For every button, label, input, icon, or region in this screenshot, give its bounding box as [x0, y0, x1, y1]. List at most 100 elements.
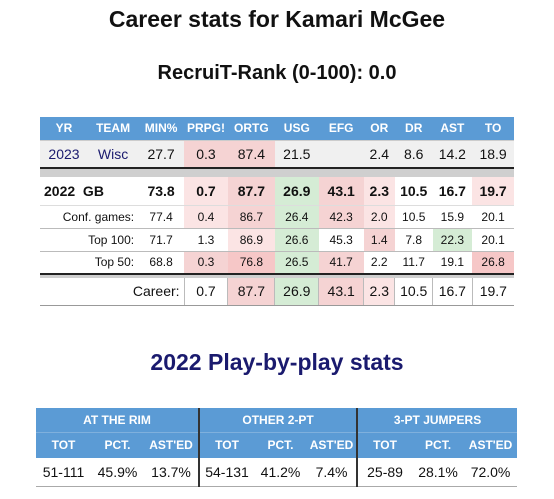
cell-ast: 19.1: [432, 251, 473, 275]
page-title: Career stats for Kamari McGee: [108, 6, 446, 32]
col-rim-tot: TOT: [36, 432, 91, 458]
cell-dr: 8.6: [394, 139, 433, 168]
cell-mid-tot: 54-131: [198, 458, 255, 487]
pbp-group-row: AT THE RIM OTHER 2-PT 3-PT JUMPERS: [36, 408, 518, 433]
table-divider: [40, 273, 514, 278]
col-3pt-pct: PCT.: [412, 432, 465, 458]
cell-yr: 2023: [40, 139, 89, 168]
cell-to: 20.1: [472, 205, 514, 229]
cell-dr: 7.8: [394, 228, 433, 252]
cell-or: 2.3: [363, 278, 395, 306]
col-ortg[interactable]: ORTG: [227, 117, 275, 140]
cell-usg: 26.6: [274, 228, 319, 252]
cell-efg: 45.3: [318, 228, 364, 252]
cell-to: 26.8: [472, 251, 514, 275]
col-rim-pct: PCT.: [91, 432, 144, 458]
group-at-rim: AT THE RIM: [36, 408, 200, 433]
career-header-row: YR TEAM MIN% PRPG! ORTG USG EFG OR DR AS…: [40, 117, 514, 140]
career-label: Career:: [40, 278, 185, 306]
col-mid-pct: PCT.: [254, 432, 308, 458]
cell-prpg: 1.3: [184, 228, 228, 252]
col-mid-asted: AST'ED: [307, 432, 358, 458]
split-row-conf: Conf. games: 77.4 0.4 86.7 26.4 42.3 2.0…: [40, 205, 514, 229]
cell-ast: 22.3: [432, 228, 473, 252]
col-3pt-asted: AST'ED: [464, 432, 518, 458]
group-other-2pt: OTHER 2-PT: [198, 408, 358, 433]
row-2023: 2023 Wisc 27.7 0.3 87.4 21.5 2.4 8.6 14.…: [40, 139, 514, 168]
cell-3pt-asted: 72.0%: [464, 458, 518, 487]
cell-or: 2.4: [363, 139, 395, 168]
col-yr[interactable]: YR: [40, 117, 89, 140]
cell-team-link[interactable]: Wisc: [88, 139, 139, 168]
cell-to: 18.9: [472, 139, 514, 168]
cell-prpg: 0.3: [184, 139, 228, 168]
cell-ortg: 87.7: [227, 177, 275, 206]
col-or[interactable]: OR: [363, 117, 395, 140]
cell-or: 1.4: [363, 228, 395, 252]
cell-dr: 10.5: [394, 205, 433, 229]
cell-efg: 42.3: [318, 205, 364, 229]
col-usg[interactable]: USG: [274, 117, 319, 140]
cell-dr: 11.7: [394, 251, 433, 275]
cell-or: 2.3: [363, 177, 395, 206]
cell-usg: 26.5: [274, 251, 319, 275]
cell-usg: 26.4: [274, 205, 319, 229]
col-rim-asted: AST'ED: [144, 432, 200, 458]
cell-ast: 16.7: [432, 177, 473, 206]
cell-prpg: 0.7: [184, 177, 228, 206]
col-3pt-tot: TOT: [356, 432, 413, 458]
recruit-rank: RecruiT-Rank (0-100): 0.0: [157, 62, 397, 84]
career-stats-table: YR TEAM MIN% PRPG! ORTG USG EFG OR DR AS…: [40, 117, 514, 306]
cell-3pt-pct: 28.1%: [412, 458, 465, 487]
split-label: Top 50:: [40, 251, 139, 275]
row-2022: 2022 GB 73.8 0.7 87.7 26.9 43.1 2.3 10.5…: [40, 177, 514, 206]
cell-usg: 26.9: [274, 278, 319, 306]
cell-rim-asted: 13.7%: [144, 458, 200, 487]
col-efg[interactable]: EFG: [318, 117, 364, 140]
table-divider: [40, 167, 514, 177]
split-row-top50: Top 50: 68.8 0.3 76.8 26.5 41.7 2.2 11.7…: [40, 251, 514, 275]
cell-prpg: 0.4: [184, 205, 228, 229]
cell-usg: 21.5: [274, 139, 319, 168]
cell-rim-tot: 51-111: [36, 458, 91, 487]
cell-min: 73.8: [138, 177, 185, 206]
cell-efg: [318, 139, 364, 168]
split-label: Top 100:: [40, 228, 139, 252]
pbp-values-row: 51-111 45.9% 13.7% 54-131 41.2% 7.4% 25-…: [36, 458, 518, 487]
cell-ortg: 76.8: [227, 251, 275, 275]
split-label: Conf. games:: [40, 205, 139, 229]
split-row-top100: Top 100: 71.7 1.3 86.9 26.6 45.3 1.4 7.8…: [40, 228, 514, 252]
cell-prpg: 0.7: [183, 278, 228, 306]
cell-or: 2.0: [363, 205, 395, 229]
cell-min: 68.8: [138, 251, 185, 275]
cell-mid-pct: 41.2%: [254, 458, 308, 487]
cell-dr: 10.5: [394, 177, 433, 206]
cell-usg: 26.9: [274, 177, 319, 206]
cell-dr: 10.5: [394, 278, 433, 306]
cell-ortg: 86.9: [227, 228, 275, 252]
col-dr[interactable]: DR: [394, 117, 433, 140]
col-min[interactable]: MIN%: [138, 117, 185, 140]
cell-efg: 43.1: [318, 177, 364, 206]
cell-ast: 14.2: [432, 139, 473, 168]
cell-to: 19.7: [472, 177, 514, 206]
cell-min: 27.7: [138, 139, 185, 168]
col-mid-tot: TOT: [198, 432, 255, 458]
col-to[interactable]: TO: [472, 117, 514, 140]
col-ast[interactable]: AST: [432, 117, 473, 140]
cell-ast: 15.9: [432, 205, 473, 229]
cell-ortg: 87.4: [227, 139, 275, 168]
cell-to: 19.7: [471, 278, 514, 306]
cell-yr-team[interactable]: 2022 GB: [40, 177, 139, 206]
col-prpg[interactable]: PRPG!: [184, 117, 228, 140]
cell-rim-pct: 45.9%: [91, 458, 144, 487]
pbp-section-title: 2022 Play-by-play stats: [150, 349, 404, 375]
cell-mid-asted: 7.4%: [307, 458, 358, 487]
pbp-subheader-row: TOT PCT. AST'ED TOT PCT. AST'ED TOT PCT.…: [36, 432, 518, 458]
col-team[interactable]: TEAM: [88, 117, 139, 140]
group-3pt: 3-PT JUMPERS: [356, 408, 518, 433]
cell-ortg: 87.7: [227, 278, 275, 306]
cell-ortg: 86.7: [227, 205, 275, 229]
cell-efg: 43.1: [318, 278, 364, 306]
cell-ast: 16.7: [432, 278, 473, 306]
